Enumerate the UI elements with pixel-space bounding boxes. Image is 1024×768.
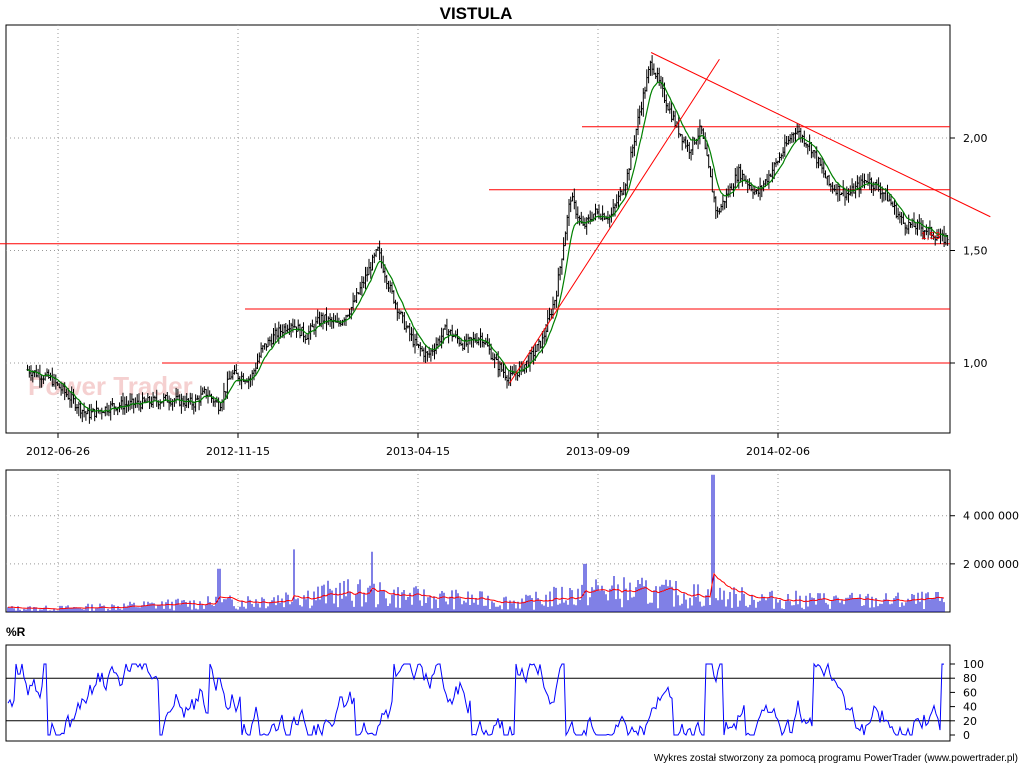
- volume-grid: [6, 470, 950, 612]
- williams-panel-frame: [5, 644, 951, 742]
- volume-moving-average: [7, 572, 945, 610]
- price-y-tick-label: 2,00: [963, 132, 988, 145]
- date-tick-label: 2014-02-06: [746, 445, 810, 458]
- date-tick-label: 2012-06-26: [26, 445, 90, 458]
- williams-r-line: [7, 662, 945, 737]
- volume-bars: [7, 474, 945, 612]
- date-tick-label: 2012-11-15: [206, 445, 270, 458]
- williams-reference-lines: [6, 677, 950, 722]
- candlestick-series: [26, 55, 949, 424]
- price-y-tick-label: 1,50: [963, 245, 988, 258]
- price-panel: 1,00 1,50 2,00 2012-06-26 2012-11-15 2013-04…: [0, 24, 991, 458]
- price-y-axis: 1,00 1,50 2,00: [950, 132, 988, 370]
- level-label-153: 1,53: [921, 231, 941, 242]
- support-resistance-lines: [0, 126, 950, 364]
- trend-lines: [509, 52, 991, 384]
- chart-title: VISTULA: [440, 4, 513, 23]
- williams-y-tick-label: 40: [963, 701, 977, 714]
- trend-line: [650, 52, 991, 218]
- footer-credit: Wykres został stworzony za pomocą progra…: [654, 753, 1018, 764]
- price-panel-frame: [5, 24, 951, 434]
- williams-y-tick-label: 80: [963, 672, 977, 685]
- volume-panel: 2 000 000 4 000 000: [5, 469, 1019, 613]
- trend-line: [509, 58, 720, 384]
- volume-y-axis: 2 000 000 4 000 000: [950, 510, 1019, 571]
- williams-y-tick-label: 20: [963, 715, 977, 728]
- date-tick-label: 2013-04-15: [386, 445, 450, 458]
- williams-y-tick-label: 0: [963, 729, 970, 742]
- price-y-tick-label: 1,00: [963, 357, 988, 370]
- date-tick-label: 2013-09-09: [566, 445, 630, 458]
- volume-y-tick-label: 2 000 000: [963, 558, 1019, 571]
- volume-panel-frame: [5, 469, 951, 613]
- williams-y-tick-label: 100: [963, 658, 984, 671]
- williams-title: %R: [6, 625, 26, 639]
- volume-y-tick-label: 4 000 000: [963, 510, 1019, 523]
- date-axis: 2012-06-26 2012-11-15 2013-04-15 2013-09-09…: [26, 433, 810, 458]
- williams-y-tick-label: 60: [963, 686, 977, 699]
- moving-average-line: [27, 81, 948, 413]
